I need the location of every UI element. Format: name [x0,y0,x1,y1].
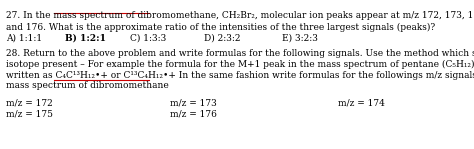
Text: m/z = 172: m/z = 172 [6,98,53,107]
Text: 27. In the mass spectrum of dibromomethane, CH₂Br₂, molecular ion peaks appear a: 27. In the mass spectrum of dibromometha… [6,11,474,21]
Text: C) 1:3:3: C) 1:3:3 [130,34,166,42]
Text: m/z = 173: m/z = 173 [170,98,217,107]
Text: E) 3:2:3: E) 3:2:3 [282,34,318,42]
Text: mass spectrum of dibromomethane: mass spectrum of dibromomethane [6,82,169,90]
Text: B) 1:2:1: B) 1:2:1 [65,34,106,42]
Text: m/z = 174: m/z = 174 [338,98,385,107]
Text: D) 2:3:2: D) 2:3:2 [204,34,240,42]
Text: m/z = 176: m/z = 176 [170,110,217,118]
Text: A) 1:1:1: A) 1:1:1 [6,34,42,42]
Text: written as C₄C¹³H₁₂•+ or C¹³C₄H₁₂•+ In the same fashion write formulas for the f: written as C₄C¹³H₁₂•+ or C¹³C₄H₁₂•+ In t… [6,70,474,80]
Text: 28. Return to the above problem and write formulas for the following signals. Us: 28. Return to the above problem and writ… [6,49,474,58]
Text: isotope present – For example the formula for the M+1 peak in the mass spectrum : isotope present – For example the formul… [6,59,474,69]
Text: m/z = 175: m/z = 175 [6,110,53,118]
Text: and 176. What is the approximate ratio of the intensities of the three largest s: and 176. What is the approximate ratio o… [6,22,435,32]
